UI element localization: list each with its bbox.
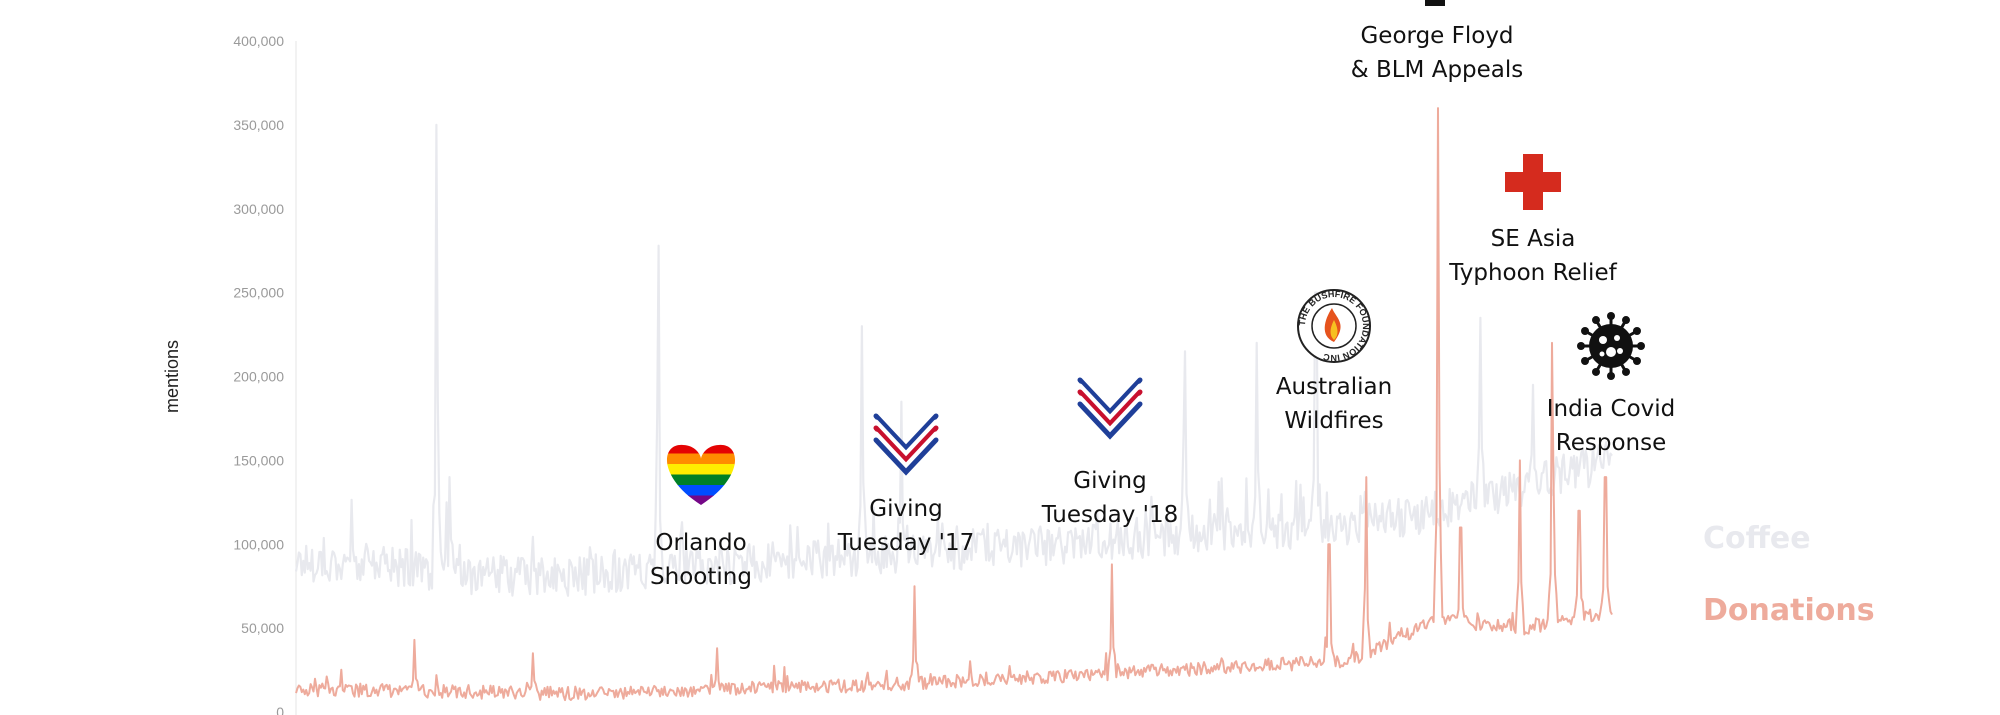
annotation-label: Tuesday '17 [837, 530, 974, 556]
virus-icon [1577, 312, 1645, 380]
annotation-label: George Floyd [1360, 23, 1513, 49]
y-tick-label: 300,000 [233, 201, 284, 217]
y-tick-label: 100,000 [233, 536, 284, 552]
annotation-label: Australian [1276, 374, 1392, 400]
y-tick-label: 0 [276, 704, 284, 715]
legend-donations: Donations [1703, 593, 1875, 628]
annotation-label: SE Asia [1491, 226, 1576, 252]
y-tick-label: 350,000 [233, 117, 284, 133]
series-line-donations [295, 107, 1613, 702]
giving-tuesday-icon [873, 413, 939, 476]
annotation-label: Giving [869, 496, 942, 522]
giving-tuesday-icon [1077, 377, 1143, 440]
y-tick-label: 250,000 [233, 285, 284, 301]
annotation-label: & BLM Appeals [1351, 57, 1524, 83]
annotation-label: Response [1556, 430, 1666, 456]
annotation-label: India Covid [1547, 396, 1676, 422]
red-cross-icon [1505, 154, 1561, 210]
y-tick-label: 150,000 [233, 452, 284, 468]
annotation-label: Wildfires [1284, 408, 1383, 434]
bushfire-foundation-icon: THE BUSHFIRE FOUNDATION INC [1297, 289, 1371, 363]
legend-coffee: Coffee [1703, 521, 1811, 556]
annotation-label: Giving [1073, 468, 1146, 494]
y-axis-label: mentions [162, 340, 182, 413]
annotation-label: Typhoon Relief [1448, 260, 1617, 286]
y-tick-label: 200,000 [233, 369, 284, 385]
y-tick-label: 400,000 [233, 33, 284, 49]
series-line-coffee [294, 123, 1613, 597]
rainbow-heart-icon [666, 444, 736, 505]
raised-fist-icon [1425, 0, 1445, 6]
annotation-label: Orlando [655, 530, 746, 556]
annotation-label: Shooting [650, 564, 752, 590]
y-tick-label: 50,000 [241, 620, 284, 636]
annotation-label: Tuesday '18 [1041, 502, 1178, 528]
